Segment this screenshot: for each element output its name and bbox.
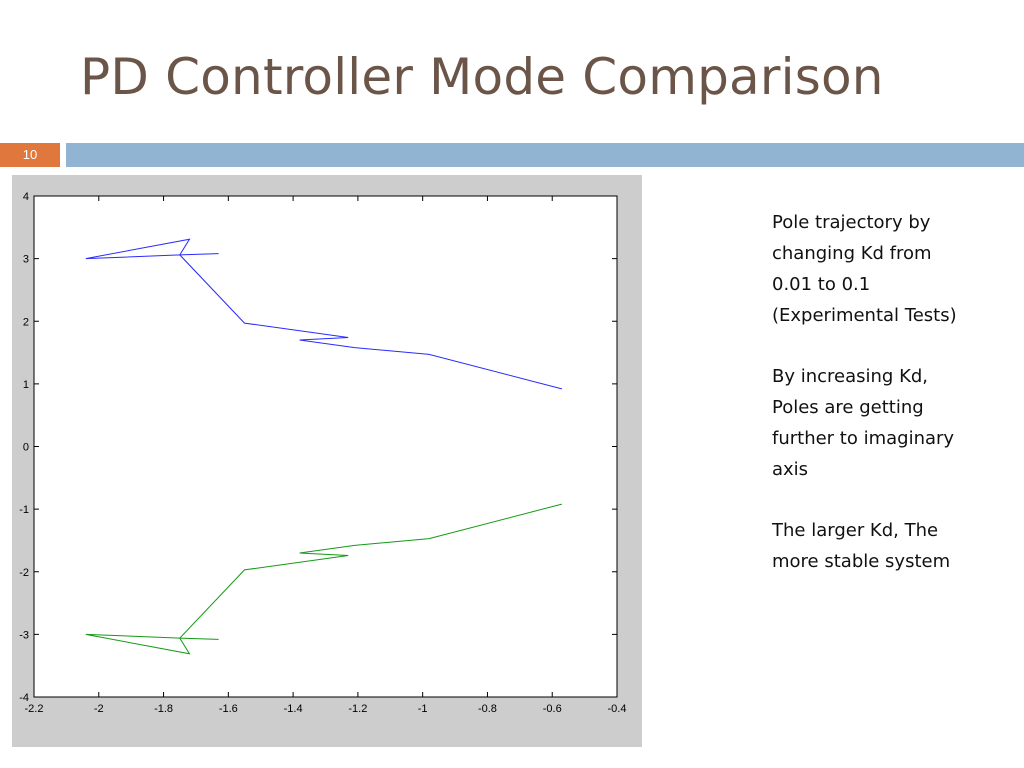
note-line: (Experimental Tests) (772, 305, 957, 326)
x-tick-label: -1.4 (284, 703, 303, 715)
y-tick-label: 1 (23, 379, 29, 391)
note-line: more stable system (772, 551, 951, 572)
x-tick-label: -0.8 (478, 703, 497, 715)
note-line: Pole trajectory by (772, 212, 931, 233)
y-tick-label: 0 (23, 442, 29, 454)
x-tick-label: -0.6 (543, 703, 562, 715)
pole-trajectory-chart: -2.2 -2 -1.8 -1.6 -1.4 -1.2 -1 -0.8 -0.6 -0.4 4 3 2 1… (19, 191, 627, 715)
figure-panel: -2.2 -2 -1.8 -1.6 -1.4 -1.2 -1 -0.8 -0.6 -0.4 4 3 2 1… (12, 175, 642, 747)
y-tick-label: -1 (19, 504, 29, 516)
note-line: axis (772, 459, 809, 480)
x-tick-label: -1.8 (154, 703, 173, 715)
slide-number-badge: 10 (0, 143, 60, 167)
x-tick-label: -2 (94, 703, 104, 715)
y-tick-label: 4 (23, 191, 29, 203)
y-tick-label: -4 (19, 692, 29, 704)
slide-title: PD Controller Mode Comparison (80, 48, 884, 106)
note-line: 0.01 to 0.1 (772, 274, 871, 295)
y-tick-label: -3 (19, 629, 29, 641)
note-line: further to imaginary (772, 428, 955, 449)
header-accent-band (66, 143, 1024, 167)
note-line: By increasing Kd, (772, 366, 929, 387)
note-line: changing Kd from (772, 243, 932, 264)
x-tick-label: -1 (418, 703, 428, 715)
x-tick-label: -0.4 (608, 703, 627, 715)
y-tick-label: -2 (19, 567, 29, 579)
plot-area (33, 195, 618, 698)
x-tick-label: -2.2 (25, 703, 44, 715)
note-paragraph-3: The larger Kd, The more stable system (772, 515, 1012, 577)
y-tick-label: 3 (23, 254, 29, 266)
note-paragraph-1: Pole trajectory by changing Kd from 0.01… (772, 207, 1012, 331)
note-line: Poles are getting (772, 397, 924, 418)
note-paragraph-2: By increasing Kd, Poles are getting furt… (772, 361, 1012, 485)
series-line-1 (85, 238, 563, 390)
series-line-2 (85, 503, 563, 655)
x-tick-label: -1.2 (348, 703, 367, 715)
note-line: The larger Kd, The (772, 520, 939, 541)
notes-text: Pole trajectory by changing Kd from 0.01… (772, 207, 1012, 607)
x-tick-label: -1.6 (219, 703, 238, 715)
y-tick-label: 2 (23, 316, 29, 328)
